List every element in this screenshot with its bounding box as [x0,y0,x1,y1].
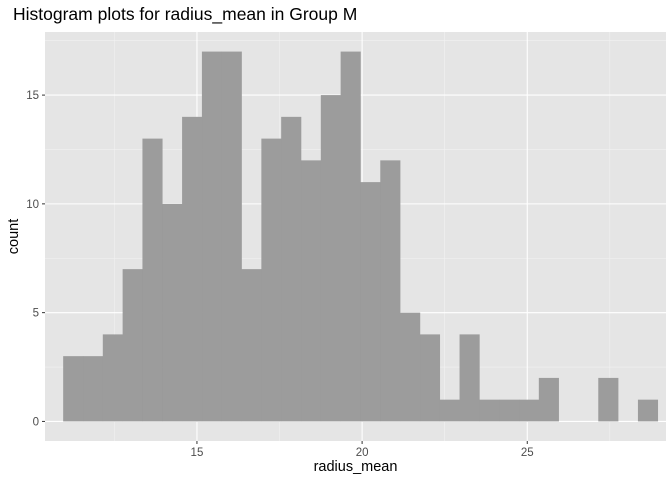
histogram-bar [281,116,302,422]
y-tick-label: 5 [33,308,39,320]
y-axis: 0 5 10 15 [26,90,45,428]
y-axis-title: count [6,219,22,254]
histogram-bar [637,399,659,422]
x-axis-title: radius_mean [314,459,398,475]
histogram-bar [182,116,203,422]
x-tick-label: 15 [191,447,204,459]
histogram-bars [63,51,659,422]
histogram-bar [241,269,262,422]
histogram-bar [102,334,123,422]
histogram-bar [519,399,540,422]
x-tick-label: 20 [356,447,369,459]
histogram-bar [63,356,84,422]
histogram-bar [400,312,421,422]
y-tick-label: 15 [26,90,39,102]
chart-title: Histogram plots for radius_mean in Group… [13,4,358,24]
histogram-bar [261,138,282,422]
histogram-bar [201,51,223,422]
histogram-bar [122,269,143,422]
histogram-bar [82,356,104,422]
histogram-bar [439,399,460,422]
histogram-bar [598,377,619,422]
histogram-bar [162,203,183,422]
histogram-bar [538,377,559,422]
histogram-bar [300,160,322,422]
histogram-bar [221,51,242,422]
histogram-bar [340,51,361,422]
x-axis: 15 20 25 [191,441,534,459]
histogram-bar [320,95,341,422]
histogram-bar [380,160,401,422]
y-tick-label: 10 [26,199,39,211]
histogram-bar [499,399,520,422]
histogram-bar [142,138,163,422]
histogram-bar [360,182,381,422]
histogram-bar [419,334,441,422]
histogram-bar [459,334,480,422]
y-tick-label: 0 [33,416,39,428]
histogram-bar [479,399,500,422]
x-tick-label: 25 [521,447,534,459]
